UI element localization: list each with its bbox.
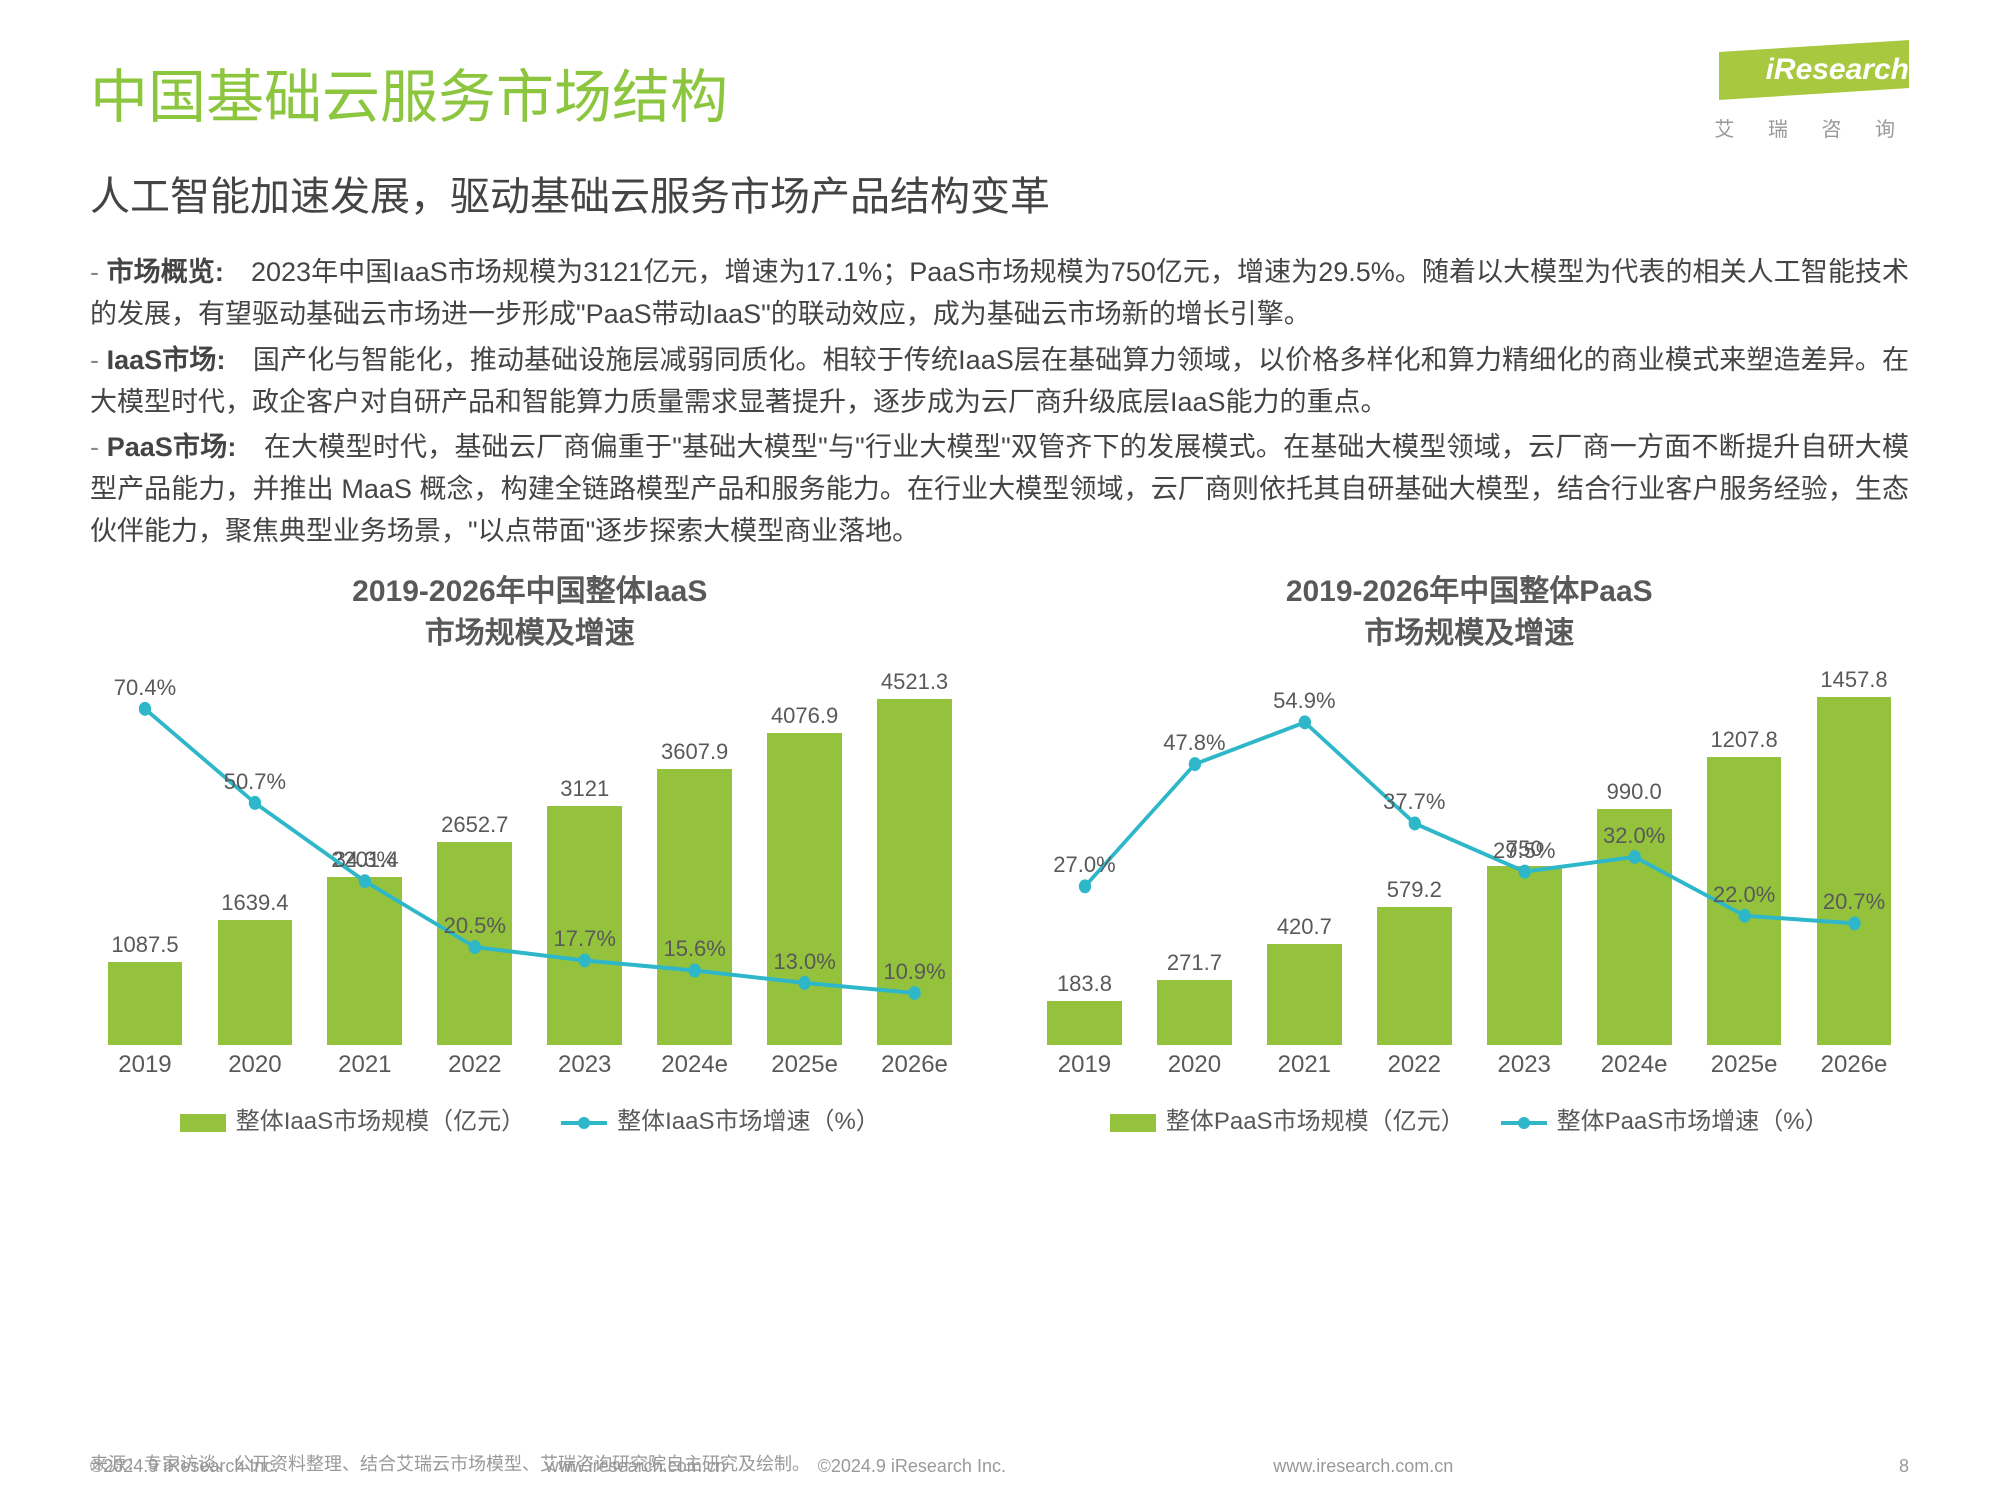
logo-mark: iResearch <box>1719 40 1909 100</box>
paas-plot: 183.8271.7420.7579.2750990.01207.81457.8… <box>1030 663 1910 1093</box>
page-subtitle: 人工智能加速发展，驱动基础云服务市场产品结构变革 <box>90 164 1909 222</box>
bullet-1: - IaaS市场: 国产化与智能化，推动基础设施层减弱同质化。相较于传统IaaS… <box>90 340 1909 424</box>
paas-chart-title: 2019-2026年中国整体PaaS市场规模及增速 <box>1030 571 1910 655</box>
copyright-right: ©2024.9 iResearch Inc. <box>818 1456 1182 1477</box>
iaas-chart-title: 2019-2026年中国整体IaaS市场规模及增速 <box>90 571 970 655</box>
iaas-legend-line: 整体IaaS市场增速（%） <box>561 1101 880 1136</box>
url-left: www.iresearch.com.cn <box>454 1456 818 1477</box>
iaas-plot: 1087.51639.42201.42652.731213607.94076.9… <box>90 663 970 1093</box>
bullet-0: - 市场概览: 2023年中国IaaS市场规模为3121亿元，增速为17.1%；… <box>90 252 1909 336</box>
iaas-chart: 2019-2026年中国整体IaaS市场规模及增速 1087.51639.422… <box>90 571 970 1136</box>
logo-text: iResearch <box>1719 40 1909 100</box>
logo: iResearch 艾 瑞 咨 询 <box>1714 40 1909 142</box>
slide: iResearch 艾 瑞 咨 询 中国基础云服务市场结构 人工智能加速发展，驱… <box>0 0 1999 1499</box>
iaas-legend-bar: 整体IaaS市场规模（亿元） <box>180 1101 525 1136</box>
bullet-2: - PaaS市场: 在大模型时代，基础云厂商偏重于"基础大模型"与"行业大模型"… <box>90 427 1909 553</box>
page-title: 中国基础云服务市场结构 <box>90 50 1909 134</box>
copyright-left: ©2024.9 iResearch Inc. <box>90 1456 454 1477</box>
copyright-row: ©2024.9 iResearch Inc. www.iresearch.com… <box>90 1456 1909 1477</box>
url-right: www.iresearch.com.cn <box>1181 1456 1545 1477</box>
paas-legend-line: 整体PaaS市场增速（%） <box>1501 1101 1829 1136</box>
paas-legend: 整体PaaS市场规模（亿元） 整体PaaS市场增速（%） <box>1030 1101 1910 1136</box>
logo-subtext: 艾 瑞 咨 询 <box>1714 113 1909 142</box>
iaas-legend: 整体IaaS市场规模（亿元） 整体IaaS市场增速（%） <box>90 1101 970 1136</box>
paas-legend-bar: 整体PaaS市场规模（亿元） <box>1110 1101 1465 1136</box>
page-number: 8 <box>1545 1456 1909 1477</box>
charts-row: 2019-2026年中国整体IaaS市场规模及增速 1087.51639.422… <box>90 571 1909 1136</box>
paas-chart: 2019-2026年中国整体PaaS市场规模及增速 183.8271.7420.… <box>1030 571 1910 1136</box>
body-text: - 市场概览: 2023年中国IaaS市场规模为3121亿元，增速为17.1%；… <box>90 252 1909 553</box>
